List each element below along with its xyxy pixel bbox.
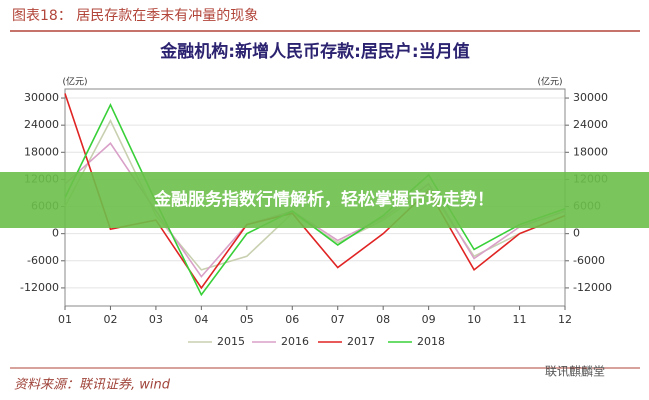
y-tick-label: 0 [52, 227, 59, 240]
y2-tick-label: 18000 [573, 145, 608, 158]
header: 图表18： 居民存款在季末有冲量的现象 [12, 8, 258, 24]
source: 资料来源：联讯证券, wind [14, 378, 171, 393]
y2-unit: (亿元) [537, 76, 562, 88]
y2-tick-label: 0 [573, 227, 580, 240]
legend-label: 2016 [281, 335, 309, 348]
x-tick-label: 10 [467, 313, 481, 326]
x-tick-label: 09 [422, 313, 436, 326]
watermark: 联讯麒麟堂 [545, 364, 605, 379]
x-tick-label: 05 [240, 313, 254, 326]
chart-title: 金融机构:新增人民币存款:居民户:当月值 [159, 41, 469, 62]
banner [0, 172, 649, 228]
y2-tick-label: -6000 [573, 254, 605, 267]
y-tick-label: 18000 [24, 145, 59, 158]
y2-tick-label: -12000 [573, 281, 612, 294]
legend-label: 2017 [347, 335, 375, 348]
legend-label: 2015 [217, 335, 245, 348]
banner-text: 金融服务指数行情解析，轻松掌握市场走势！ [153, 189, 494, 210]
x-tick-label: 07 [331, 313, 345, 326]
x-tick-label: 01 [58, 313, 72, 326]
y-tick-label: -12000 [20, 281, 59, 294]
x-tick-label: 03 [149, 313, 163, 326]
x-tick-label: 02 [103, 313, 117, 326]
y-tick-label: 30000 [24, 91, 59, 104]
x-tick-label: 08 [376, 313, 390, 326]
y-unit: (亿元) [62, 76, 87, 88]
x-tick-label: 06 [285, 313, 299, 326]
y-tick-label: -6000 [27, 254, 59, 267]
x-tick-label: 12 [558, 313, 572, 326]
y-tick-label: 24000 [24, 118, 59, 131]
x-tick-label: 11 [513, 313, 527, 326]
x-tick-label: 04 [194, 313, 208, 326]
y2-tick-label: 30000 [573, 91, 608, 104]
legend-label: 2018 [417, 335, 445, 348]
y2-tick-label: 24000 [573, 118, 608, 131]
